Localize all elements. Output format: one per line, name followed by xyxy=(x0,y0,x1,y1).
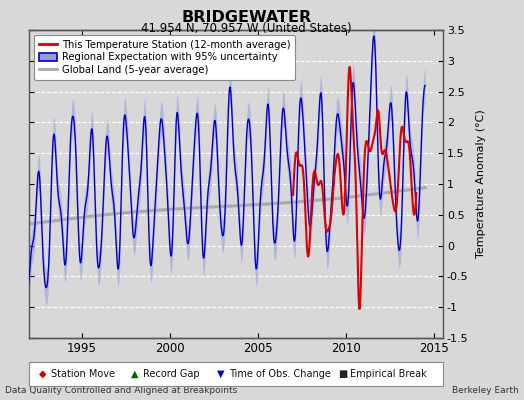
Text: Time of Obs. Change: Time of Obs. Change xyxy=(229,369,331,379)
Text: ▼: ▼ xyxy=(217,369,225,379)
Text: Station Move: Station Move xyxy=(51,369,115,379)
Legend: This Temperature Station (12-month average), Regional Expectation with 95% uncer: This Temperature Station (12-month avera… xyxy=(34,35,296,80)
Text: Berkeley Earth: Berkeley Earth xyxy=(452,386,519,395)
Text: Data Quality Controlled and Aligned at Breakpoints: Data Quality Controlled and Aligned at B… xyxy=(5,386,237,395)
Text: ■: ■ xyxy=(338,369,347,379)
Y-axis label: Temperature Anomaly (°C): Temperature Anomaly (°C) xyxy=(475,110,486,258)
Text: ▲: ▲ xyxy=(131,369,138,379)
Text: ◆: ◆ xyxy=(39,369,47,379)
Text: Empirical Break: Empirical Break xyxy=(350,369,426,379)
Text: BRIDGEWATER: BRIDGEWATER xyxy=(181,10,311,25)
Text: 41.954 N, 70.957 W (United States): 41.954 N, 70.957 W (United States) xyxy=(141,22,352,35)
Text: Record Gap: Record Gap xyxy=(143,369,199,379)
